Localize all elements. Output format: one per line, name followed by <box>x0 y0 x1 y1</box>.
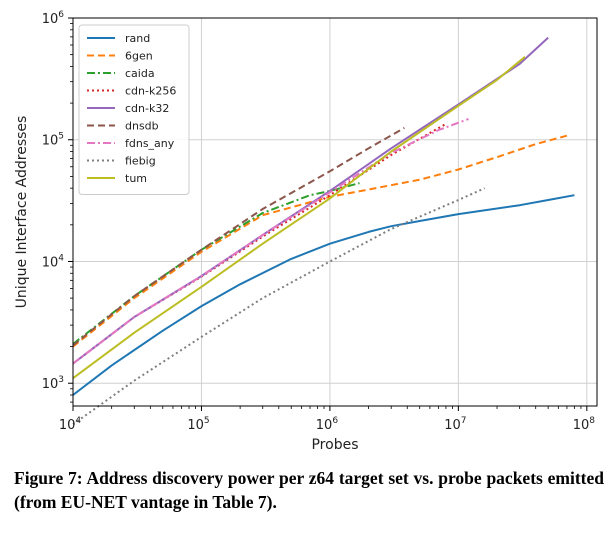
legend-label-cdn-k32: cdn-k32 <box>125 102 169 115</box>
series-line-caida <box>72 182 360 345</box>
figure-caption: Figure 7: Address discovery power per z6… <box>14 468 604 512</box>
series-line-6gen <box>72 134 568 348</box>
series-line-dnsdb <box>72 127 405 347</box>
series-line-cdn-k256 <box>72 123 447 365</box>
legend-label-fiebig: fiebig <box>125 155 156 168</box>
series-line-tum <box>72 56 526 380</box>
series-layer <box>72 36 575 426</box>
legend-label-rand: rand <box>125 32 150 45</box>
legend: rand 6gen caida cdn-k256 cdn-k32 dnsdb fdns_an… <box>78 24 190 195</box>
x-tick-label: 104 <box>59 416 82 433</box>
y-tick-label: 106 <box>42 10 65 27</box>
y-tick-label: 104 <box>42 253 65 270</box>
y-tick-label: 103 <box>42 375 64 392</box>
plot-frame <box>72 17 598 407</box>
legend-label-dnsdb: dnsdb <box>125 120 159 133</box>
line-chart: 104 105 106 107 108 103 104 105 106 Probes Uniqu… <box>14 10 598 453</box>
series-line-fiebig <box>72 187 486 426</box>
legend-label-fdns_any: fdns_any <box>125 137 175 150</box>
x-tick-label: 108 <box>573 416 596 433</box>
axis-ticks: 104 105 106 107 108 103 104 105 106 <box>42 10 596 433</box>
x-axis-label: Probes <box>311 437 358 453</box>
legend-label-tum: tum <box>125 172 147 185</box>
x-tick-label: 106 <box>316 416 339 433</box>
legend-box <box>78 24 190 195</box>
legend-label-caida: caida <box>125 67 155 80</box>
y-tick-label: 105 <box>42 132 64 149</box>
y-axis-label: Unique Interface Addresses <box>14 116 30 309</box>
legend-label-cdn-k256: cdn-k256 <box>125 85 176 98</box>
legend-label-6gen: 6gen <box>125 50 153 63</box>
x-tick-label: 107 <box>444 416 466 433</box>
x-tick-label: 105 <box>187 416 209 433</box>
series-line-rand <box>72 194 575 396</box>
